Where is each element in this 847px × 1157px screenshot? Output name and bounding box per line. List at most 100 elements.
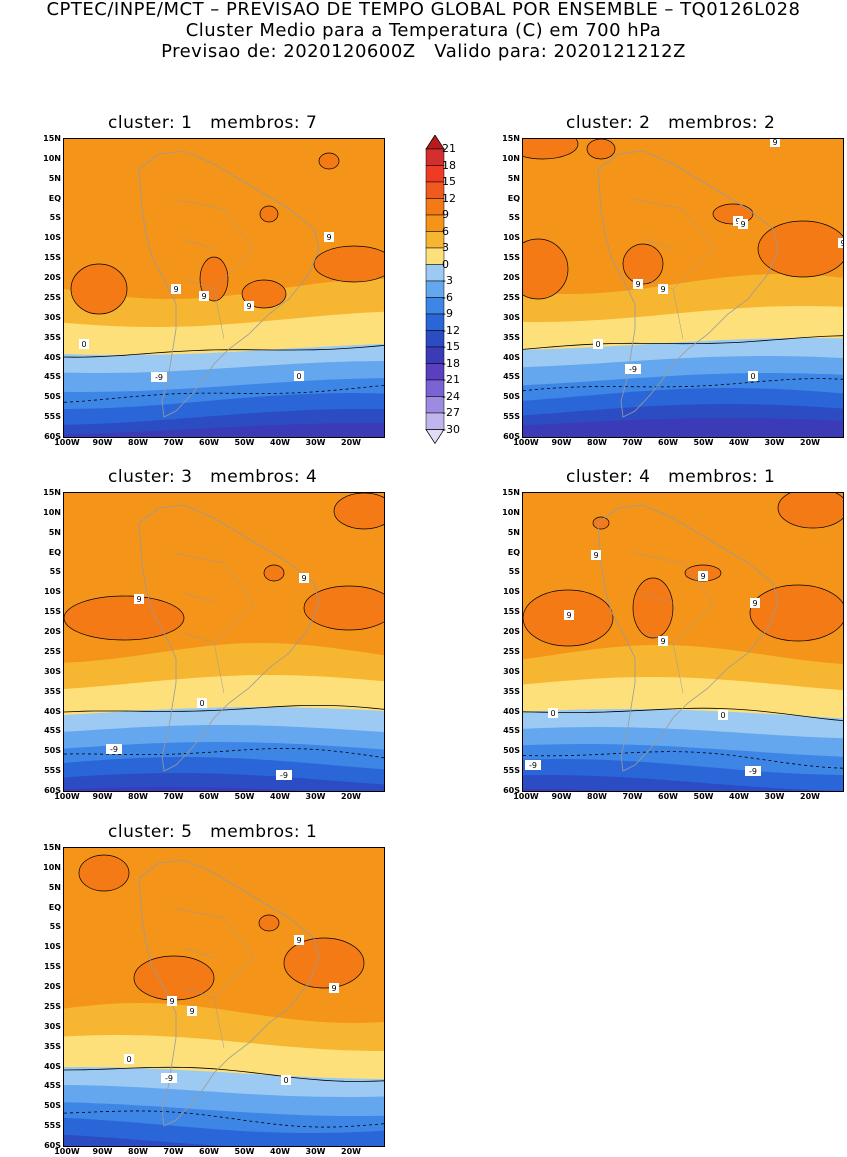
contour-label: 0 [79, 339, 89, 349]
latitude-tick-label: 10S [503, 233, 520, 243]
latitude-tick-label: 35S [44, 1041, 61, 1051]
longitude-tick-label: 80W [128, 1147, 148, 1156]
longitude-tick-label: 40W [270, 1147, 290, 1156]
latitude-tick-label: 60S [44, 432, 61, 441]
legend-bottom-arrow [425, 429, 445, 445]
latitude-tick-label: EQ [48, 193, 61, 203]
svg-text:-9: -9 [280, 771, 288, 780]
latitude-tick-label: 25S [503, 646, 520, 656]
latitude-tick-label: 15N [502, 488, 520, 497]
latitude-tick-label: 5S [508, 567, 520, 577]
warm-contour-region [523, 238, 569, 300]
contour-label: -9 [151, 372, 167, 382]
cluster-map-panel: 0 0 -9 9 9 9 9 [63, 847, 385, 1147]
svg-text:9: 9 [173, 285, 178, 294]
latitude-tick-label: 40S [503, 706, 520, 716]
longitude-tick-label: 60W [199, 792, 219, 801]
legend-level-label: 3 [442, 241, 449, 254]
svg-text:-9: -9 [155, 373, 163, 382]
svg-text:0: 0 [550, 709, 555, 718]
longitude-tick-label: 40W [270, 792, 290, 801]
contour-label: 0 [281, 1075, 291, 1085]
latitude-tick-label: 60S [44, 786, 61, 795]
warm-contour-region [749, 584, 843, 642]
longitude-tick-label: 80W [587, 792, 607, 801]
latitude-tick-label: 10S [44, 587, 61, 597]
contour-label: 9 [750, 598, 760, 608]
longitude-tick-label: 90W [92, 1147, 113, 1156]
country-borders [173, 907, 255, 1049]
warm-contour-region [318, 152, 340, 170]
contour-label: 9 [564, 610, 574, 620]
warm-contour-region [70, 263, 128, 315]
longitude-tick-label: 40W [270, 438, 290, 447]
latitude-tick-label: 55S [503, 412, 520, 422]
svg-text:9: 9 [635, 280, 640, 289]
contour-label: 9 [199, 291, 209, 301]
warm-contour-region [757, 220, 843, 278]
longitude-tick-label: 20W [800, 792, 820, 801]
contour-label: 0 [548, 708, 558, 718]
longitude-tick-label: 100W [513, 792, 539, 801]
latitude-tick-label: 25S [44, 646, 61, 656]
latitude-tick-label: 15N [43, 488, 61, 497]
legend-level-label: -3 [442, 274, 453, 287]
cluster-map-panel: 0 0 -9 -9 9 9 9 9 9 [522, 492, 844, 792]
latitude-tick-label: 45S [503, 726, 520, 736]
svg-text:9: 9 [296, 936, 301, 945]
svg-text:9: 9 [660, 285, 665, 294]
svg-text:0: 0 [750, 372, 755, 381]
latitude-tick-label: 20S [44, 982, 61, 992]
latitude-tick-label: EQ [507, 193, 520, 203]
temperature-field: 0 0 -9 -9 9 9 9 9 9 [523, 493, 843, 791]
longitude-tick-label: 80W [128, 438, 148, 447]
latitude-tick-label: 5N [48, 173, 61, 183]
latitude-tick-label: 5N [48, 882, 61, 892]
south-america-outline [138, 504, 320, 772]
warm-contour-region [259, 205, 279, 223]
svg-text:0: 0 [720, 711, 725, 720]
latitude-tick-label: 15S [44, 607, 61, 617]
latitude-tick-label: 60S [503, 786, 520, 795]
longitude-tick-label: 40W [729, 792, 749, 801]
contour-label: -9 [625, 364, 641, 374]
contour-label: -9 [106, 744, 122, 754]
zero-contour-line [64, 1066, 384, 1082]
latitude-tick-label: 30S [44, 312, 61, 322]
svg-text:9: 9 [752, 599, 757, 608]
latitude-tick-label: 40S [44, 706, 61, 716]
latitude-tick-label: 15N [502, 134, 520, 143]
latitude-tick-label: 10N [43, 507, 61, 517]
latitude-tick-label: 25S [503, 292, 520, 302]
longitude-tick-label: 100W [54, 1147, 80, 1156]
svg-text:-9: -9 [529, 761, 537, 770]
warm-contour-region [258, 914, 280, 932]
latitude-tick-label: 55S [44, 1121, 61, 1131]
svg-text:9: 9 [136, 595, 141, 604]
warm-contour-region [263, 564, 285, 582]
svg-text:-9: -9 [629, 365, 637, 374]
latitude-tick-label: 45S [503, 372, 520, 382]
legend-level-label: 18 [442, 158, 456, 172]
longitude-tick-label: 90W [551, 438, 572, 447]
latitude-tick-label: 20S [44, 627, 61, 637]
color-legend: 21 18 15 12 9 6 3 0 -3 -6 -9 -12 -15 -18 -21 -24 -27 -30 [425, 135, 485, 445]
latitude-tick-label: 30S [44, 1021, 61, 1031]
svg-text:0: 0 [296, 372, 301, 381]
latitude-tick-label: 10N [502, 153, 520, 163]
svg-text:0: 0 [595, 340, 600, 349]
latitude-tick-label: 40S [44, 1061, 61, 1071]
latitude-tick-label: 5S [49, 567, 61, 577]
latitude-tick-label: 10S [503, 587, 520, 597]
longitude-tick-label: 100W [54, 792, 80, 801]
longitude-tick-label: 40W [729, 438, 749, 447]
longitude-tick-label: 20W [341, 438, 361, 447]
minus-nine-contour-line [64, 748, 384, 759]
svg-text:0: 0 [283, 1076, 288, 1085]
svg-text:0: 0 [199, 699, 204, 708]
contour-label: 9 [329, 983, 339, 993]
warm-contour-region [78, 854, 130, 892]
latitude-tick-label: 35S [44, 686, 61, 696]
svg-text:9: 9 [201, 292, 206, 301]
latitude-tick-label: 45S [44, 372, 61, 382]
